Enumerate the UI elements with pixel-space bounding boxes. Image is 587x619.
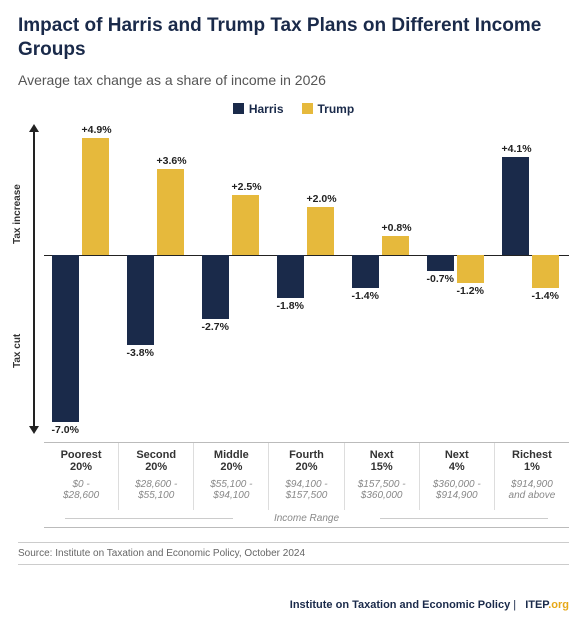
bar-label: -1.4% xyxy=(352,290,379,302)
bar-label: -1.2% xyxy=(457,285,484,297)
x-category: Poorest20% $0 -$28,600 xyxy=(44,443,118,510)
x-category: Second20% $28,600 -$55,100 xyxy=(118,443,193,510)
x-category: Middle20% $55,100 -$94,100 xyxy=(193,443,268,510)
bar-groups: -7.0%+4.9%-3.8%+3.6%-2.7%+2.5%-1.8%+2.0%… xyxy=(44,124,569,434)
chart-subtitle: Average tax change as a share of income … xyxy=(18,72,569,88)
bar-group: -7.0%+4.9% xyxy=(44,124,119,434)
swatch-harris xyxy=(233,103,244,114)
footer-separator: | xyxy=(513,599,519,611)
bar-label: -7.0% xyxy=(52,424,79,436)
plot-area: -7.0%+4.9%-3.8%+3.6%-2.7%+2.5%-1.8%+2.0%… xyxy=(44,124,569,434)
bar-harris: -0.7% xyxy=(427,255,454,272)
legend-item-trump: Trump xyxy=(302,102,355,116)
bar-trump: +2.5% xyxy=(232,195,259,255)
bar-group: -1.8%+2.0% xyxy=(269,124,344,434)
legend-label-harris: Harris xyxy=(249,102,284,116)
x-axis-label: Income Range xyxy=(44,510,569,527)
category-label: Next4% xyxy=(422,449,492,474)
bar-trump: -1.2% xyxy=(457,255,484,284)
x-axis: Poorest20% $0 -$28,600Second20% $28,600 -$… xyxy=(44,442,569,528)
bar-trump: +4.9% xyxy=(82,138,109,255)
source-text: Source: Institute on Taxation and Econom… xyxy=(18,542,569,565)
category-range: $0 -$28,600 xyxy=(46,479,116,508)
chart-title: Impact of Harris and Trump Tax Plans on … xyxy=(18,14,569,62)
bar-label: -1.4% xyxy=(532,290,559,302)
y-axis: Tax increase Tax cut xyxy=(18,124,44,434)
bar-trump: +0.8% xyxy=(382,236,409,255)
x-axis-categories: Poorest20% $0 -$28,600Second20% $28,600 -$… xyxy=(44,443,569,510)
legend: Harris Trump xyxy=(18,102,569,116)
bar-harris: -3.8% xyxy=(127,255,154,346)
bar-trump: +3.6% xyxy=(157,169,184,255)
category-label: Fourth20% xyxy=(271,449,341,474)
bar-label: +2.0% xyxy=(307,193,334,205)
bar-label: +0.8% xyxy=(382,222,409,234)
category-label: Next15% xyxy=(347,449,417,474)
swatch-trump xyxy=(302,103,313,114)
category-range: $28,600 -$55,100 xyxy=(121,479,191,508)
category-label: Middle20% xyxy=(196,449,266,474)
arrow-down-icon xyxy=(29,426,39,434)
bar-group: -3.8%+3.6% xyxy=(119,124,194,434)
footer: Institute on Taxation and Economic Polic… xyxy=(290,599,569,611)
x-category: Fourth20% $94,100 -$157,500 xyxy=(268,443,343,510)
category-label: Poorest20% xyxy=(46,449,116,474)
x-category: Next15% $157,500 -$360,000 xyxy=(344,443,419,510)
bar-group: +4.1%-1.4% xyxy=(494,124,569,434)
bar-harris: -2.7% xyxy=(202,255,229,319)
bar-label: -2.7% xyxy=(202,321,229,333)
bar-label: -0.7% xyxy=(427,273,454,285)
legend-label-trump: Trump xyxy=(318,102,355,116)
bar-trump: -1.4% xyxy=(532,255,559,288)
bar-label: -1.8% xyxy=(277,300,304,312)
bar-group: -1.4%+0.8% xyxy=(344,124,419,434)
bar-harris: -1.4% xyxy=(352,255,379,288)
bar-group: -2.7%+2.5% xyxy=(194,124,269,434)
footer-org: Institute on Taxation and Economic Polic… xyxy=(290,599,510,611)
bar-label: +4.1% xyxy=(502,143,529,155)
bar-label: +2.5% xyxy=(232,181,259,193)
bar-group: -0.7%-1.2% xyxy=(419,124,494,434)
x-category: Richest1% $914,900and above xyxy=(494,443,569,510)
bar-label: +3.6% xyxy=(157,155,184,167)
chart-area: Tax increase Tax cut -7.0%+4.9%-3.8%+3.6… xyxy=(18,124,569,434)
category-range: $55,100 -$94,100 xyxy=(196,479,266,508)
category-range: $360,000 -$914,900 xyxy=(422,479,492,508)
y-axis-line xyxy=(33,130,35,428)
bar-harris: +4.1% xyxy=(502,157,529,255)
category-label: Second20% xyxy=(121,449,191,474)
bar-harris: -7.0% xyxy=(52,255,79,422)
category-range: $157,500 -$360,000 xyxy=(347,479,417,508)
footer-brand: ITEP xyxy=(525,599,548,611)
category-label: Richest1% xyxy=(497,449,567,474)
x-category: Next4% $360,000 -$914,900 xyxy=(419,443,494,510)
bar-harris: -1.8% xyxy=(277,255,304,298)
category-range: $94,100 -$157,500 xyxy=(271,479,341,508)
category-range: $914,900and above xyxy=(497,479,567,508)
y-label-increase: Tax increase xyxy=(12,184,23,244)
bar-label: -3.8% xyxy=(127,347,154,359)
y-label-cut: Tax cut xyxy=(12,333,23,367)
bar-trump: +2.0% xyxy=(307,207,334,255)
footer-suffix: .org xyxy=(548,599,569,611)
bar-label: +4.9% xyxy=(82,124,109,136)
legend-item-harris: Harris xyxy=(233,102,284,116)
